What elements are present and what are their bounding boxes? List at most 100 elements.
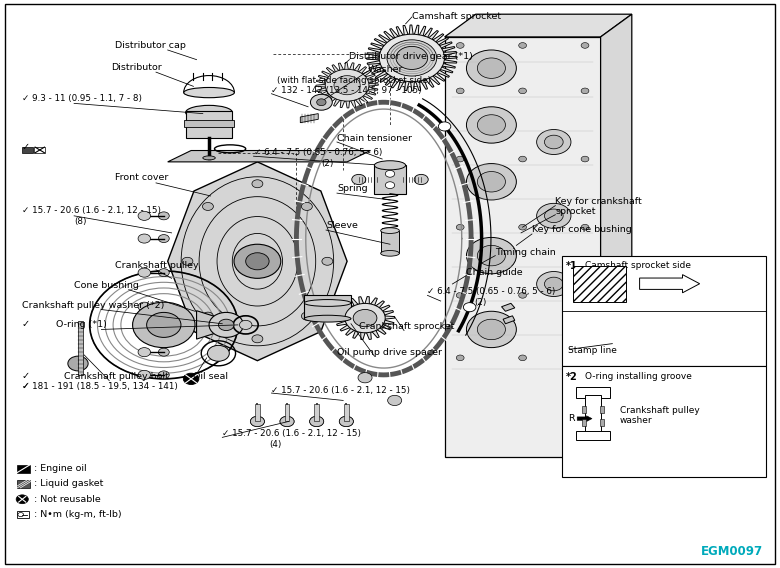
Ellipse shape xyxy=(203,156,215,160)
Text: Sleeve: Sleeve xyxy=(326,221,358,230)
Polygon shape xyxy=(168,162,347,361)
Bar xyxy=(344,404,349,421)
Circle shape xyxy=(466,107,516,143)
Circle shape xyxy=(218,319,234,331)
Circle shape xyxy=(158,269,169,277)
Text: O-ring installing groove: O-ring installing groove xyxy=(585,372,692,381)
Polygon shape xyxy=(367,25,457,91)
FancyArrow shape xyxy=(577,416,592,421)
Circle shape xyxy=(310,416,324,427)
Circle shape xyxy=(183,373,199,385)
Circle shape xyxy=(477,115,505,135)
Circle shape xyxy=(456,88,464,94)
Circle shape xyxy=(301,202,312,210)
Bar xyxy=(17,480,30,488)
Circle shape xyxy=(379,34,445,82)
Circle shape xyxy=(317,99,326,106)
Bar xyxy=(582,406,586,413)
Circle shape xyxy=(477,319,505,340)
Circle shape xyxy=(352,174,366,185)
Circle shape xyxy=(456,224,464,230)
Circle shape xyxy=(438,122,451,131)
Circle shape xyxy=(581,156,589,162)
Circle shape xyxy=(544,135,563,149)
Circle shape xyxy=(158,325,169,333)
Bar xyxy=(17,465,30,473)
Text: Chain guide: Chain guide xyxy=(466,268,523,277)
FancyArrow shape xyxy=(640,275,700,293)
Circle shape xyxy=(463,303,476,312)
Text: Key for cone bushing: Key for cone bushing xyxy=(532,225,632,234)
Text: : Not reusable: : Not reusable xyxy=(34,495,101,504)
Text: Oil seal: Oil seal xyxy=(193,371,229,381)
Text: Distributor: Distributor xyxy=(111,63,161,72)
Circle shape xyxy=(301,312,312,320)
Polygon shape xyxy=(502,303,515,311)
Circle shape xyxy=(414,174,428,185)
Text: (2): (2) xyxy=(321,158,334,168)
Text: ✓: ✓ xyxy=(22,381,30,391)
Circle shape xyxy=(280,416,294,427)
Circle shape xyxy=(280,416,294,427)
Circle shape xyxy=(207,345,229,361)
Text: Washer: Washer xyxy=(368,65,404,74)
Circle shape xyxy=(345,303,385,333)
Circle shape xyxy=(334,76,360,95)
Circle shape xyxy=(252,335,263,343)
Polygon shape xyxy=(168,151,370,162)
Circle shape xyxy=(385,170,395,177)
Text: ✓: ✓ xyxy=(22,319,30,329)
Circle shape xyxy=(147,312,181,337)
Bar xyxy=(17,511,30,518)
Circle shape xyxy=(581,224,589,230)
Ellipse shape xyxy=(381,228,399,233)
Text: *2: *2 xyxy=(566,372,578,382)
Text: (2): (2) xyxy=(474,298,487,307)
Text: Camshaft sprocket side: Camshaft sprocket side xyxy=(585,261,691,270)
Polygon shape xyxy=(503,316,515,324)
Text: Crankshaft pulley bolt: Crankshaft pulley bolt xyxy=(64,371,168,381)
Text: ✓ 9.3 - 11 (0.95 - 1.1, 7 - 8): ✓ 9.3 - 11 (0.95 - 1.1, 7 - 8) xyxy=(22,94,142,103)
Ellipse shape xyxy=(304,315,351,322)
Circle shape xyxy=(388,395,402,406)
Polygon shape xyxy=(335,296,395,340)
Circle shape xyxy=(234,244,281,278)
Text: ✓ 15.7 - 20.6 (1.6 - 2.1, 12 - 15): ✓ 15.7 - 20.6 (1.6 - 2.1, 12 - 15) xyxy=(271,386,410,395)
Circle shape xyxy=(519,156,526,162)
FancyBboxPatch shape xyxy=(445,37,601,457)
Circle shape xyxy=(138,348,151,357)
Circle shape xyxy=(339,416,353,427)
Text: Crankshaft pulley: Crankshaft pulley xyxy=(115,261,199,270)
Bar xyxy=(381,231,399,253)
Circle shape xyxy=(456,355,464,361)
Bar xyxy=(582,419,586,426)
Circle shape xyxy=(477,58,505,78)
Text: *1: *1 xyxy=(566,261,578,272)
Text: Key for crankshaft: Key for crankshaft xyxy=(555,197,642,206)
Text: : N•m (kg-m, ft-lb): : N•m (kg-m, ft-lb) xyxy=(34,510,122,519)
Text: R: R xyxy=(568,414,574,423)
Circle shape xyxy=(537,130,571,154)
Circle shape xyxy=(246,253,269,270)
Bar xyxy=(78,321,83,375)
Circle shape xyxy=(158,212,169,220)
Circle shape xyxy=(581,43,589,48)
Bar xyxy=(576,387,610,398)
Text: (8): (8) xyxy=(74,217,87,226)
Circle shape xyxy=(16,495,28,504)
Circle shape xyxy=(537,272,571,296)
Bar xyxy=(600,406,604,413)
Circle shape xyxy=(203,202,214,210)
Ellipse shape xyxy=(381,250,399,256)
Circle shape xyxy=(477,245,505,266)
Bar xyxy=(600,419,604,426)
Circle shape xyxy=(456,43,464,48)
Circle shape xyxy=(239,320,252,329)
Circle shape xyxy=(544,277,563,291)
Circle shape xyxy=(310,416,324,427)
Circle shape xyxy=(133,302,195,348)
Text: Camshaft sprocket: Camshaft sprocket xyxy=(412,12,501,21)
Circle shape xyxy=(519,355,526,361)
Bar xyxy=(255,404,260,421)
Text: ✓ 15.7 - 20.6 (1.6 - 2.1, 12 - 15): ✓ 15.7 - 20.6 (1.6 - 2.1, 12 - 15) xyxy=(22,206,161,215)
